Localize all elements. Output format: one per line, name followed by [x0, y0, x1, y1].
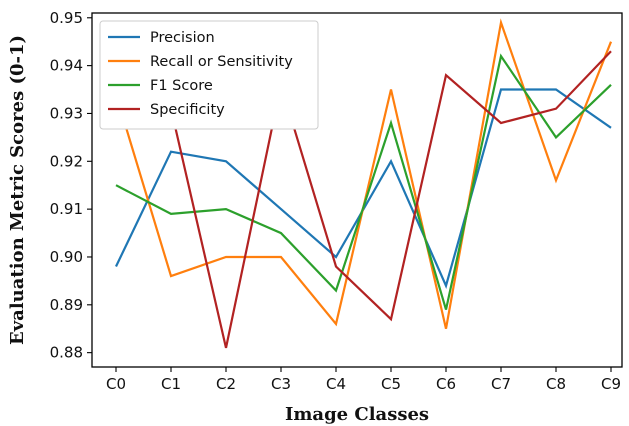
legend-label-precision: Precision	[150, 30, 215, 46]
legend-label-f1-score: F1 Score	[150, 78, 213, 94]
x-tick-label: C6	[436, 375, 456, 393]
x-tick-label: C7	[491, 375, 511, 393]
x-tick-label: C8	[546, 375, 566, 393]
y-tick-label: 0.90	[50, 248, 83, 266]
x-tick-label: C0	[106, 375, 126, 393]
y-tick-label: 0.89	[50, 296, 83, 314]
series-line-f1-score	[115, 53, 612, 310]
legend-box	[99, 20, 319, 130]
x-tick-label: C4	[326, 375, 346, 393]
legend-label-specificity: Specificity	[150, 102, 225, 118]
plot-frame	[91, 12, 623, 368]
series-line-specificity	[115, 50, 612, 349]
y-tick-label: 0.93	[50, 104, 83, 122]
x-tick-label: C9	[601, 375, 621, 393]
x-axis-ticks: C0 C1 C2 C3 C4 C5 C6 C7 C8 C9	[106, 367, 621, 393]
legend: Precision Recall or Sensitivity F1 Score Sp…	[99, 20, 319, 130]
x-tick-label: C5	[381, 375, 401, 393]
legend-label-recall-or-sensitivity: Recall or Sensitivity	[150, 54, 293, 70]
y-tick-label: 0.88	[50, 344, 83, 362]
y-tick-label: 0.91	[50, 200, 83, 218]
x-tick-label: C2	[216, 375, 236, 393]
y-tick-label: 0.95	[50, 9, 83, 27]
x-axis-title: Image Classes	[285, 404, 429, 425]
y-tick-label: 0.94	[50, 57, 83, 75]
x-tick-label: C1	[161, 375, 181, 393]
y-tick-label: 0.92	[50, 152, 83, 170]
plot-series	[114, 18, 613, 349]
y-axis-ticks: 0.88 0.89 0.90 0.91 0.92 0.93 0.94 0.95	[50, 9, 92, 362]
x-tick-label: C3	[271, 375, 291, 393]
axes	[91, 12, 623, 368]
y-axis-title: Evaluation Metric Scores (0-1)	[7, 35, 28, 345]
